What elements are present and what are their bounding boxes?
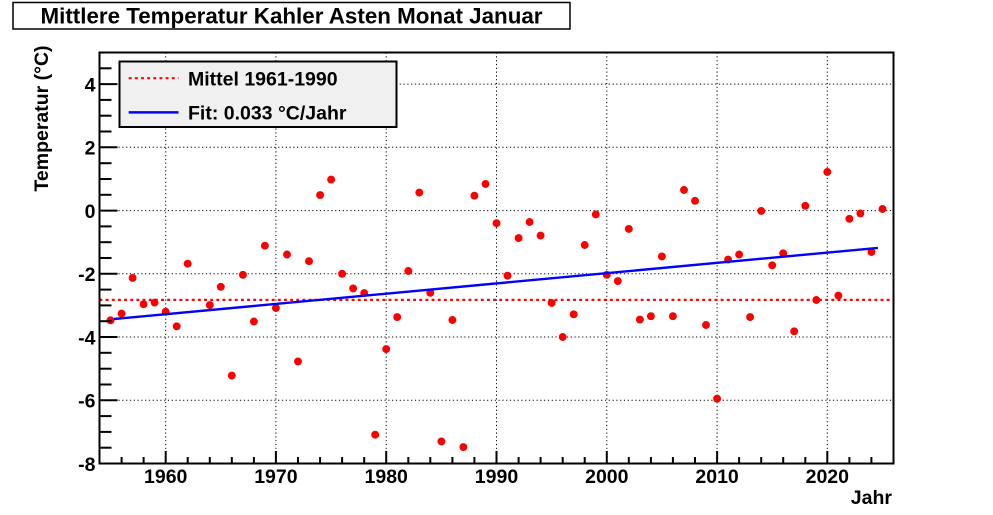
svg-text:4: 4 [85,74,96,96]
svg-text:-6: -6 [78,391,95,413]
svg-text:Fit: 0.033 °C/Jahr: Fit: 0.033 °C/Jahr [188,103,347,125]
svg-text:2000: 2000 [585,466,629,488]
svg-text:1960: 1960 [144,466,188,488]
svg-text:2: 2 [85,138,96,160]
svg-text:-4: -4 [78,327,95,349]
svg-text:1990: 1990 [475,466,519,488]
svg-text:Mittlere Temperatur Kahler Ast: Mittlere Temperatur Kahler Asten Monat J… [41,4,543,29]
svg-text:2010: 2010 [695,466,739,488]
svg-text:Temperatur (°C): Temperatur (°C) [31,45,53,191]
svg-text:0: 0 [85,201,96,223]
svg-text:Mittel 1961-1990: Mittel 1961-1990 [188,68,338,90]
svg-text:Jahr: Jahr [851,487,893,509]
svg-text:1970: 1970 [254,466,298,488]
svg-text:2020: 2020 [806,466,850,488]
svg-text:1980: 1980 [365,466,409,488]
svg-text:-2: -2 [78,264,95,286]
svg-text:-8: -8 [78,454,95,476]
